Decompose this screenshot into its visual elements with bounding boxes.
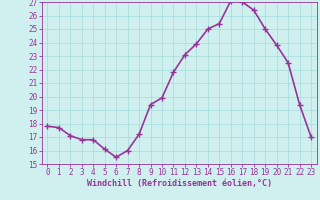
- X-axis label: Windchill (Refroidissement éolien,°C): Windchill (Refroidissement éolien,°C): [87, 179, 272, 188]
